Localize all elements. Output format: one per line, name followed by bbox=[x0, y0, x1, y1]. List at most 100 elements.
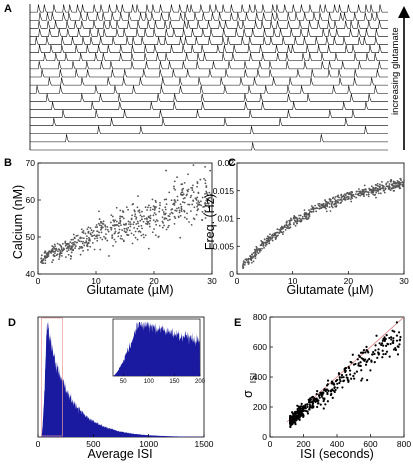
point-c bbox=[282, 233, 284, 236]
point-b bbox=[118, 217, 121, 220]
point-e bbox=[350, 377, 353, 380]
point-c bbox=[390, 178, 392, 181]
point-b bbox=[141, 227, 143, 230]
point-e bbox=[365, 345, 368, 349]
point-e bbox=[382, 344, 385, 347]
point-b bbox=[151, 231, 154, 234]
point-c bbox=[362, 193, 365, 196]
point-b bbox=[44, 257, 47, 260]
point-b bbox=[59, 250, 62, 252]
point-b bbox=[134, 230, 137, 233]
point-b bbox=[155, 206, 157, 208]
point-b bbox=[86, 249, 89, 251]
point-c bbox=[402, 185, 404, 187]
histogram-area bbox=[38, 321, 204, 437]
panel-c-ylabel: Freq. (Hz) bbox=[203, 194, 217, 250]
point-e bbox=[327, 389, 330, 392]
point-e bbox=[338, 381, 341, 385]
point-b bbox=[104, 237, 107, 240]
point-b bbox=[173, 204, 176, 206]
point-b bbox=[204, 217, 207, 219]
point-e bbox=[304, 403, 307, 406]
panel-b-ytick-label: 40 bbox=[26, 269, 36, 279]
point-c bbox=[296, 218, 299, 221]
point-b bbox=[158, 224, 161, 227]
point-c bbox=[269, 233, 271, 236]
point-c bbox=[372, 191, 375, 193]
point-b bbox=[42, 259, 44, 262]
point-b bbox=[91, 242, 94, 244]
point-b bbox=[207, 197, 210, 200]
point-c bbox=[399, 183, 402, 186]
point-b bbox=[60, 246, 63, 249]
point-e bbox=[326, 391, 329, 394]
point-b bbox=[196, 202, 198, 204]
inset-histogram-area bbox=[113, 322, 200, 376]
point-b bbox=[54, 252, 56, 255]
point-e bbox=[360, 379, 363, 382]
point-c bbox=[320, 204, 323, 206]
point-c bbox=[268, 240, 271, 243]
point-b bbox=[100, 227, 103, 230]
point-c bbox=[296, 220, 299, 223]
point-c bbox=[358, 188, 360, 190]
point-c bbox=[390, 187, 393, 190]
point-e bbox=[312, 399, 316, 402]
point-e bbox=[315, 392, 318, 396]
point-b bbox=[161, 209, 164, 211]
point-e bbox=[384, 344, 388, 347]
point-b bbox=[154, 220, 157, 223]
point-e bbox=[318, 396, 321, 399]
point-c bbox=[312, 210, 315, 213]
point-b bbox=[149, 214, 152, 217]
point-e bbox=[355, 370, 359, 373]
point-c bbox=[388, 184, 391, 187]
point-b bbox=[101, 222, 104, 225]
point-b bbox=[93, 237, 96, 240]
point-e bbox=[392, 339, 395, 342]
point-e bbox=[354, 362, 357, 366]
point-c bbox=[372, 193, 375, 196]
point-b bbox=[40, 254, 43, 257]
point-c bbox=[325, 210, 328, 213]
point-b bbox=[201, 210, 204, 213]
point-b bbox=[153, 228, 155, 230]
point-c bbox=[247, 257, 250, 260]
trace-13 bbox=[30, 101, 388, 110]
point-c bbox=[354, 193, 357, 196]
trace-3 bbox=[30, 20, 388, 29]
point-b bbox=[181, 188, 184, 191]
point-b bbox=[174, 201, 177, 203]
point-e bbox=[341, 386, 344, 389]
panel-c-letter: C bbox=[228, 157, 236, 169]
point-b bbox=[207, 202, 210, 205]
point-b bbox=[85, 237, 88, 240]
point-e bbox=[332, 383, 335, 386]
point-c bbox=[392, 190, 395, 192]
point-b bbox=[89, 227, 92, 229]
point-b bbox=[178, 209, 181, 212]
point-c bbox=[363, 184, 366, 187]
point-c bbox=[288, 227, 290, 230]
point-e bbox=[318, 394, 321, 397]
point-c bbox=[263, 246, 265, 249]
point-c bbox=[271, 236, 274, 239]
point-c bbox=[269, 238, 272, 241]
point-e bbox=[323, 388, 326, 391]
point-c bbox=[305, 212, 308, 214]
point-e bbox=[297, 417, 300, 420]
point-b bbox=[149, 219, 152, 222]
point-b bbox=[98, 231, 100, 234]
point-c bbox=[246, 259, 248, 261]
point-e bbox=[374, 349, 377, 352]
point-b bbox=[125, 206, 128, 209]
point-b bbox=[205, 191, 208, 194]
point-e bbox=[377, 348, 380, 351]
point-e bbox=[365, 349, 368, 352]
point-b bbox=[173, 180, 176, 183]
point-b bbox=[149, 206, 152, 209]
point-b bbox=[132, 203, 135, 205]
point-b bbox=[111, 224, 114, 227]
point-c bbox=[298, 214, 300, 217]
point-b bbox=[58, 254, 61, 257]
